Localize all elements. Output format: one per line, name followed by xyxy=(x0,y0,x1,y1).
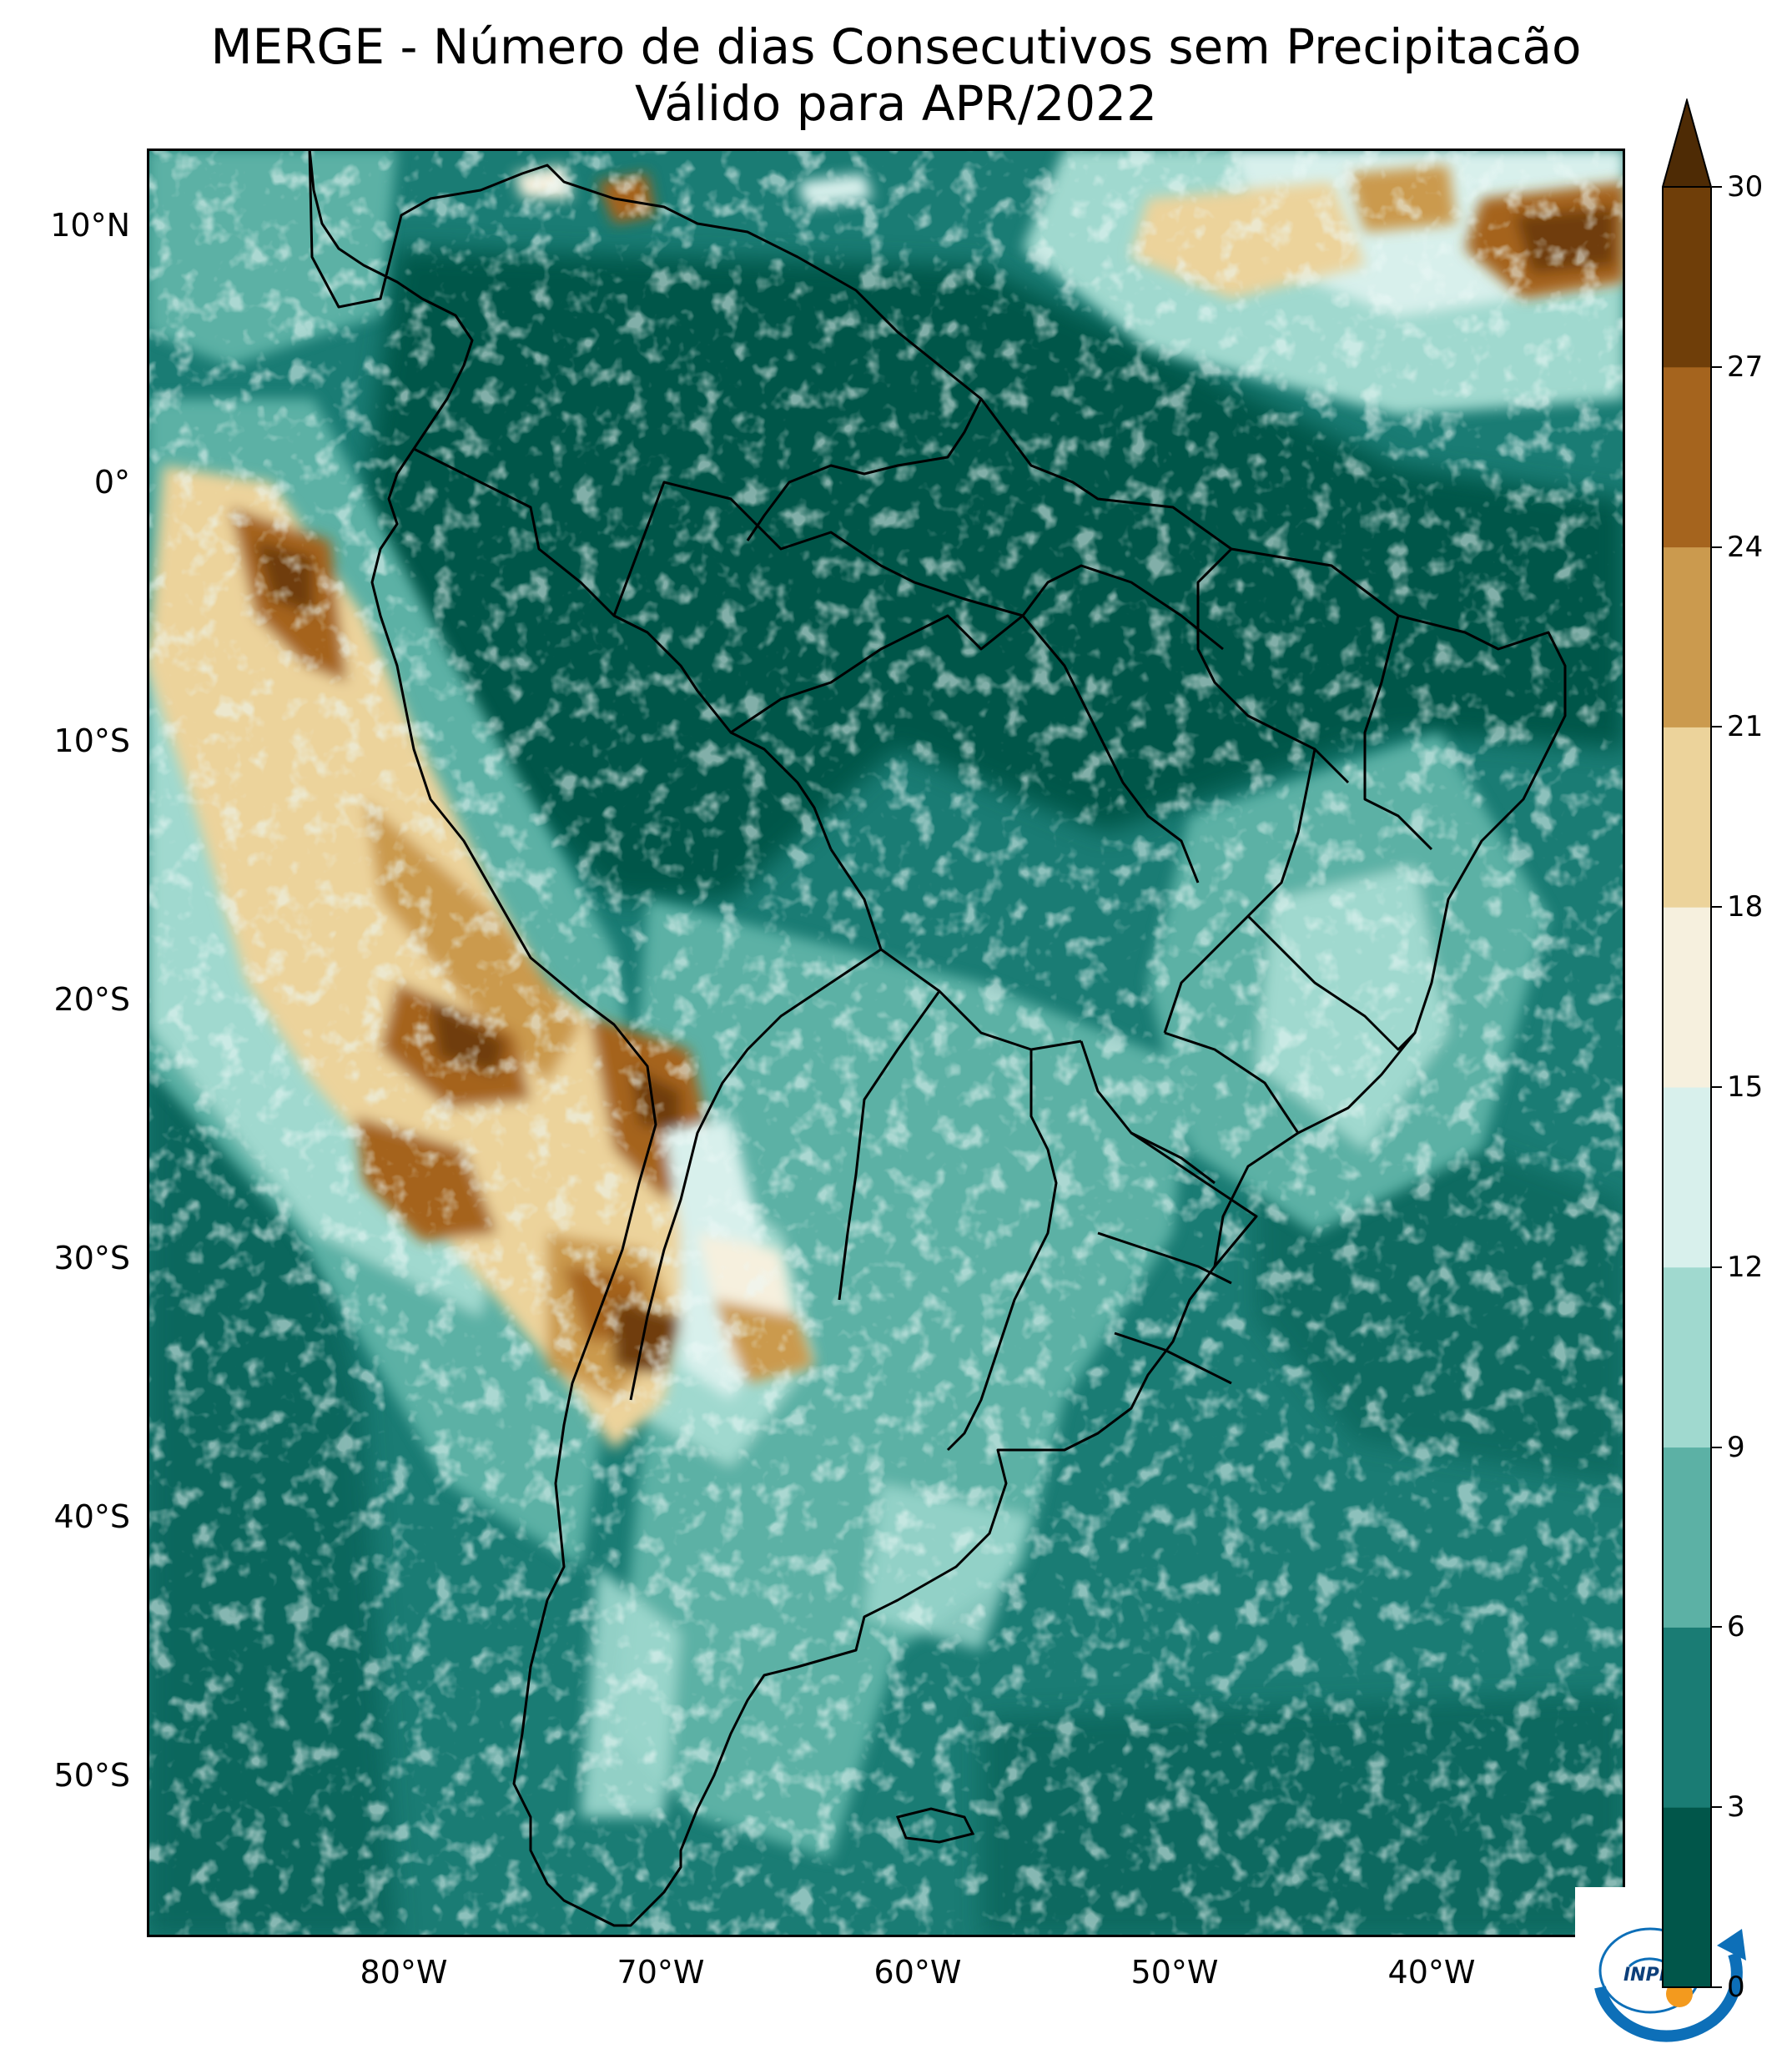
colorbar-tick-label: 30 xyxy=(1727,170,1764,204)
border-lines xyxy=(612,481,1024,617)
lat-label-40s: 40°S xyxy=(53,1498,130,1535)
border-lines xyxy=(746,398,983,541)
border-lines xyxy=(1114,1332,1232,1385)
border-lines xyxy=(629,948,882,1401)
falkland-islands xyxy=(895,1807,975,1844)
lat-label-50s: 50°S xyxy=(53,1757,130,1794)
colorbar-tick-label: 18 xyxy=(1727,890,1764,924)
colorbar-swatches xyxy=(1663,187,1711,1988)
border-lines xyxy=(1164,1031,1300,1134)
colorbar-tick-mark xyxy=(1712,726,1722,728)
colorbar-tick-mark xyxy=(1712,1626,1722,1629)
colorbar-tick-mark xyxy=(1712,1266,1722,1268)
colorbar-tick-label: 15 xyxy=(1727,1070,1764,1104)
colorbar-swatch xyxy=(1663,1087,1711,1268)
continent-outline xyxy=(308,149,1567,1927)
precipitation-map xyxy=(147,149,1625,1937)
coastline-borders xyxy=(308,149,1567,1927)
colorbar-swatch xyxy=(1663,1627,1711,1808)
title-line-1: MERGE - Número de dias Consecutivos sem … xyxy=(210,18,1582,75)
colorbar-tick-label: 0 xyxy=(1727,1971,1745,2004)
lat-label-20s: 20°S xyxy=(53,981,130,1018)
border-lines xyxy=(946,1050,1058,1452)
border-lines xyxy=(1021,564,1224,651)
border-lines xyxy=(1246,914,1417,1051)
border-lines xyxy=(838,990,941,1301)
lon-label-70w: 70°W xyxy=(617,1954,705,1991)
lat-label-30s: 30°S xyxy=(53,1240,130,1276)
figure-title: MERGE - Número de dias Consecutivos sem … xyxy=(0,18,1792,132)
colorbar-tick-mark xyxy=(1712,186,1722,188)
colorbar-swatch xyxy=(1663,1266,1711,1448)
colorbar-tick-mark xyxy=(1712,546,1722,548)
lon-label-60w: 60°W xyxy=(873,1954,962,1991)
colorbar-swatch xyxy=(1663,366,1711,548)
border-lines xyxy=(1130,1131,1258,1267)
colorbar-tick-label: 9 xyxy=(1727,1430,1745,1464)
colorbar-outline xyxy=(1662,187,1712,1988)
map-panel: INPE xyxy=(147,149,1754,2061)
lon-label-50w: 50°W xyxy=(1130,1954,1219,1991)
noise-texture xyxy=(147,149,1625,1937)
colorbar-tick-mark xyxy=(1712,1446,1722,1448)
colorbar-swatch xyxy=(1663,1807,1711,1988)
colorbar-tick-label: 21 xyxy=(1727,710,1764,744)
colorbar-tick-label: 24 xyxy=(1727,530,1764,564)
colorbar-swatch xyxy=(1663,1447,1711,1628)
colorbar-swatch xyxy=(1663,727,1711,908)
colorbar-tick-mark xyxy=(1712,906,1722,909)
colorbar-tick-mark xyxy=(1712,1086,1722,1088)
title-line-2: Válido para APR/2022 xyxy=(635,75,1157,132)
colorbar-tick-mark xyxy=(1712,365,1722,368)
colorbar-tick-label: 6 xyxy=(1727,1610,1745,1644)
lon-label-40w: 40°W xyxy=(1387,1954,1476,1991)
colorbar-tick-label: 3 xyxy=(1727,1790,1745,1825)
lat-label-0: 0° xyxy=(93,464,130,501)
lat-label-10n: 10°N xyxy=(50,207,130,244)
colorbar-tick-label: 27 xyxy=(1727,350,1764,384)
colorbar-tick-mark xyxy=(1712,1806,1722,1809)
border-lines xyxy=(1097,1231,1232,1285)
colorbar-tick-mark xyxy=(1712,1986,1722,1988)
colorbar-extend-arrow xyxy=(1662,98,1712,188)
colorbar xyxy=(1662,98,1712,1988)
map-border xyxy=(147,149,1625,1937)
colorbar-swatch xyxy=(1663,907,1711,1088)
colorbar-swatch xyxy=(1663,187,1711,368)
border-lines xyxy=(413,447,833,850)
colorbar-tick-label: 12 xyxy=(1727,1250,1764,1284)
lat-label-10s: 10°S xyxy=(53,722,130,759)
lon-label-80w: 80°W xyxy=(360,1954,448,1991)
colorbar-swatch xyxy=(1663,546,1711,727)
border-lines xyxy=(1363,615,1433,851)
